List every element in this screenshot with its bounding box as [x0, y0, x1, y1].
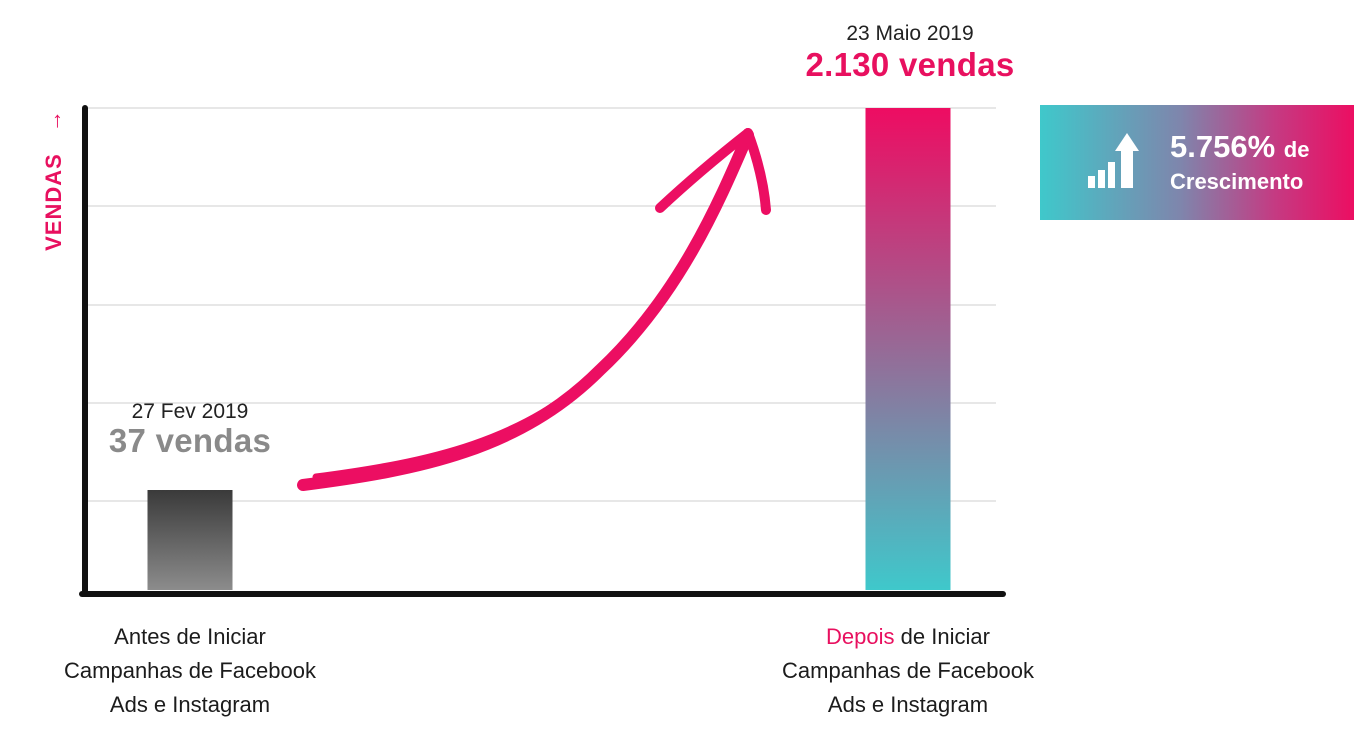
category-label-line: Campanhas de Facebook: [64, 658, 316, 683]
category-label-line: Campanhas de Facebook: [782, 658, 1034, 683]
growth-suffix: de: [1283, 137, 1310, 162]
category-highlight: Depois: [826, 624, 895, 649]
category-label-line: Antes de Iniciar: [114, 624, 266, 649]
growth-bars-arrow-icon: [1088, 133, 1139, 188]
y-axis-arrow-icon: →: [41, 109, 66, 133]
y-axis-label: VENDAS →: [41, 109, 67, 251]
bar-value-label: 37 vendas: [108, 422, 272, 459]
grid-lines: [88, 107, 996, 502]
bar-value-label: 2.130 vendas: [805, 46, 1015, 83]
category-label: Antes de Iniciar Campanhas de Facebook A…: [30, 620, 350, 722]
bar: [147, 490, 233, 590]
growth-badge: 5.756% de Crescimento: [1040, 105, 1354, 220]
category-label: Depois de Iniciar Campanhas de Facebook …: [748, 620, 1068, 722]
category-label-text: de Iniciar: [900, 624, 990, 649]
y-axis-label-text: VENDAS: [41, 153, 66, 251]
category-label-line: Depois de Iniciar: [748, 620, 1068, 654]
category-label-line: Ads e Instagram: [109, 692, 271, 717]
axes: [79, 105, 1006, 597]
bar: [865, 108, 951, 590]
growth-arrow-icon: [297, 128, 771, 491]
bar-date-label: 23 Maio 2019: [846, 22, 974, 45]
growth-percent: 5.756%: [1170, 129, 1276, 164]
category-label-line: Ads e Instagram: [827, 692, 989, 717]
growth-label: Crescimento: [1170, 169, 1304, 194]
growth-value: 5.756% de: [1170, 129, 1309, 165]
bars: [147, 108, 951, 590]
bar-date-label: 27 Fev 2019: [131, 400, 249, 423]
